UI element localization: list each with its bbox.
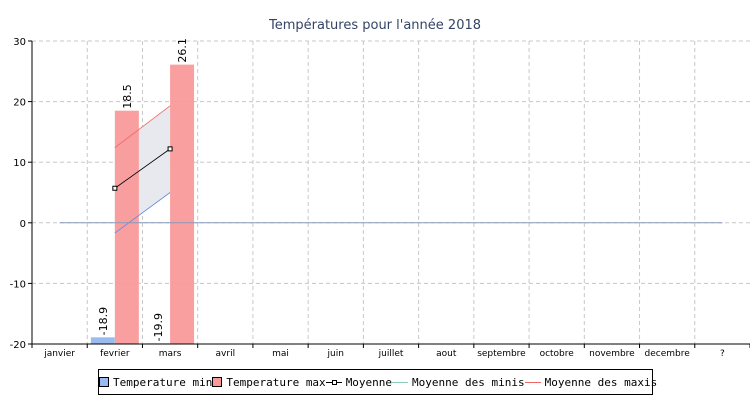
legend-label-moyenne-maxis: Moyenne des maxis [544, 375, 658, 389]
legend-item-moyenne: Moyenne [325, 375, 393, 389]
y-tick-label: 0 [20, 219, 26, 230]
legend-label-temp-min: Temperature min [113, 375, 213, 389]
legend-swatch-temp-min [99, 377, 109, 387]
line-4 [114, 105, 171, 148]
marker-moyenne [112, 185, 118, 191]
legend-label-temp-max: Temperature max [226, 375, 326, 389]
x-tick-label: juillet [378, 349, 404, 359]
x-tick-label: novembre [589, 349, 635, 359]
data-label: 18.5 [121, 84, 134, 109]
data-label: 26.1 [176, 38, 189, 63]
x-tick-label: octobre [540, 349, 575, 359]
y-tick-label: 20 [13, 98, 26, 109]
x-tick-label: janvier [43, 349, 75, 359]
legend-swatch-temp-max [212, 377, 223, 387]
legend: Temperature min Temperature max Moyenne … [98, 369, 657, 395]
legend-item-moyenne-minis: Moyenne des minis [392, 376, 525, 389]
data-labels: -18.9 -19.9 18.5 26.1 [97, 38, 189, 341]
line-3 [114, 192, 171, 234]
x-tick-label: aout [436, 349, 457, 359]
legend-swatch-moyenne-minis [392, 378, 409, 387]
legend-label-moyenne-minis: Moyenne des minis [412, 375, 525, 389]
axes: -20 -10 0 10 20 30 janvier fevrier mars avril mai j… [10, 37, 750, 359]
y-tick-label: -20 [10, 340, 26, 351]
bar-temp-min [90, 337, 115, 344]
x-tick-label: avril [216, 349, 236, 359]
x-tick-label: mars [159, 349, 182, 359]
grid [32, 40, 750, 345]
x-tick-label: juin [327, 349, 344, 359]
legend-item-moyenne-maxis: Moyenne des maxis [524, 375, 658, 389]
bar-temp-max [114, 110, 139, 344]
legend-label-moyenne: Moyenne [345, 375, 393, 389]
x-tick-label: mai [272, 349, 289, 359]
bar-temp-max [170, 64, 195, 344]
legend-item-temp-max: Temperature max [212, 375, 326, 389]
bars [90, 64, 195, 344]
y-tick-label: 10 [13, 158, 26, 169]
x-tick-label: decembre [645, 349, 691, 359]
chart-title: Températures pour l'année 2018 [268, 18, 481, 33]
line-2 [114, 148, 171, 189]
x-tick-label: fevrier [100, 349, 130, 359]
legend-swatch-moyenne-maxis [524, 378, 541, 387]
lines [112, 105, 173, 234]
legend-swatch-moyenne [325, 378, 342, 387]
legend-item-temp-min: Temperature min [99, 376, 212, 389]
data-label: -18.9 [97, 307, 110, 335]
data-label: -19.9 [152, 313, 165, 341]
temperature-chart: Températures pour l'année 2018 -20 -10 0 10… [10, 18, 750, 359]
marker-moyenne [167, 146, 173, 152]
y-tick-label: -10 [10, 279, 26, 290]
y-tick-label: 30 [13, 37, 26, 48]
x-tick-label: ? [720, 349, 725, 359]
x-tick-label: septembre [477, 349, 526, 359]
